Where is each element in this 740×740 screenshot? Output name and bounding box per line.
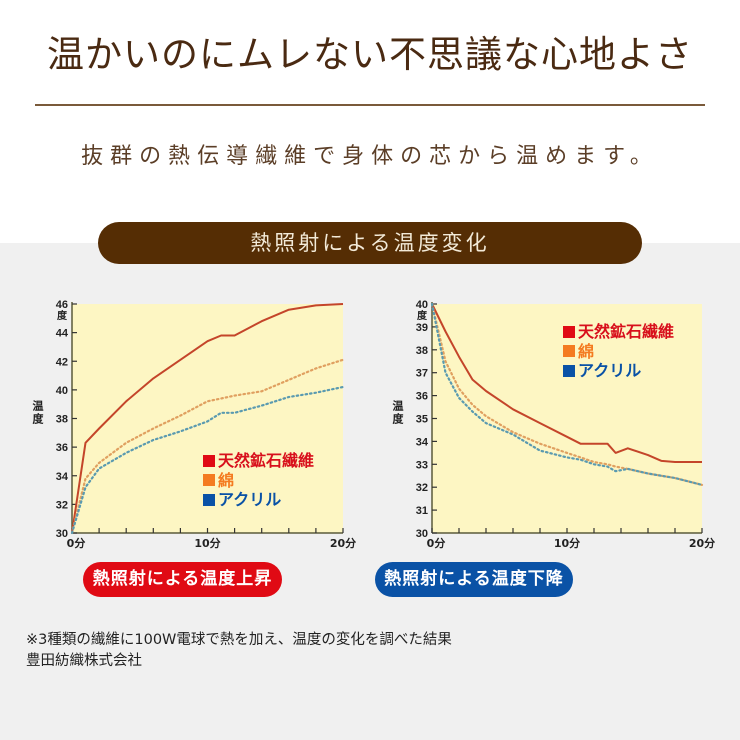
y-tick-label: 35 xyxy=(416,414,428,426)
y-tick-label: 38 xyxy=(56,414,68,426)
y-unit-label: 度 xyxy=(417,309,428,322)
x-tick-label: 20分 xyxy=(330,536,356,550)
series-line xyxy=(431,303,702,463)
orange-square-icon xyxy=(203,474,215,487)
y-tick-label: 36 xyxy=(56,442,68,454)
y-tick-label: 31 xyxy=(416,505,428,517)
y-tick-label: 34 xyxy=(56,471,69,483)
page-title: 温かいのにムレない不思議な心地よさ xyxy=(47,33,693,76)
blue-square-icon xyxy=(563,364,575,377)
temperature-rise-chart: 30 32 34 36 38 40 42 44 46 0分 10分 20分度温度 xyxy=(0,0,370,560)
legend-item: アクリル xyxy=(563,361,674,381)
temperature-rise-label: 熱照射による温度上昇 xyxy=(83,562,282,597)
y-unit-label: 度 xyxy=(57,309,68,322)
y-tick-label: 36 xyxy=(416,391,428,403)
legend-rise: 天然鉱石繊維 綿 アクリル xyxy=(203,451,314,510)
y-tick-label: 46 xyxy=(56,299,68,311)
y-tick-label: 32 xyxy=(56,499,68,511)
footnote: ※3種類の繊維に100W電球で熱を加え、温度の変化を調べた結果 豊田紡織株式会社 xyxy=(26,630,452,672)
x-tick-label: 10分 xyxy=(194,536,220,550)
legend-item: 天然鉱石繊維 xyxy=(563,322,674,342)
footnote-line-1: ※3種類の繊維に100W電球で熱を加え、温度の変化を調べた結果 xyxy=(26,632,452,648)
x-tick-label: 10分 xyxy=(554,536,580,550)
x-tick-label: 20分 xyxy=(689,536,715,550)
series-line xyxy=(430,302,704,486)
footnote-source: 豊田紡織株式会社 xyxy=(26,653,142,669)
series-line xyxy=(70,385,345,535)
red-square-icon xyxy=(563,325,575,338)
temperature-fall-chart: 30 31 32 33 34 35 36 37 38 39 40 0分 10分 20分度温度 xyxy=(393,299,716,550)
x-tick-label: 0分 xyxy=(67,536,86,550)
legend-item: 綿 xyxy=(563,342,674,362)
y-tick-label: 30 xyxy=(56,528,68,540)
series-line xyxy=(71,303,344,534)
y-tick-label: 40 xyxy=(416,299,428,311)
blue-square-icon xyxy=(203,493,215,506)
title-divider xyxy=(35,104,705,106)
legend-item: 綿 xyxy=(203,471,314,491)
series-line xyxy=(70,358,345,535)
y-axis-label: 温 xyxy=(33,399,44,413)
y-tick-label: 40 xyxy=(56,385,68,397)
section-banner: 熱照射による温度変化 xyxy=(98,222,642,264)
subtitle: 抜群の熱伝導繊維で身体の芯から温めます。 xyxy=(81,144,659,169)
y-tick-label: 44 xyxy=(56,328,69,340)
y-axis-label: 温 xyxy=(393,399,404,413)
y-tick-label: 30 xyxy=(416,528,428,540)
orange-square-icon xyxy=(563,345,575,358)
y-tick-label: 34 xyxy=(416,436,429,448)
temperature-fall-label: 熱照射による温度下降 xyxy=(375,562,573,597)
plot-area xyxy=(432,304,702,533)
y-tick-label: 39 xyxy=(416,322,428,334)
y-axis-label: 度 xyxy=(393,412,405,426)
y-tick-label: 37 xyxy=(416,368,428,380)
red-square-icon xyxy=(203,454,215,467)
y-tick-label: 42 xyxy=(56,356,68,368)
legend-item: アクリル xyxy=(203,490,314,510)
y-axis-label: 度 xyxy=(33,412,45,426)
y-tick-label: 32 xyxy=(416,482,428,494)
legend-fall: 天然鉱石繊維 綿 アクリル xyxy=(563,322,674,381)
legend-item: 天然鉱石繊維 xyxy=(203,451,314,471)
y-tick-label: 33 xyxy=(416,459,428,471)
x-tick-label: 0分 xyxy=(427,536,446,550)
y-tick-label: 38 xyxy=(416,345,428,357)
